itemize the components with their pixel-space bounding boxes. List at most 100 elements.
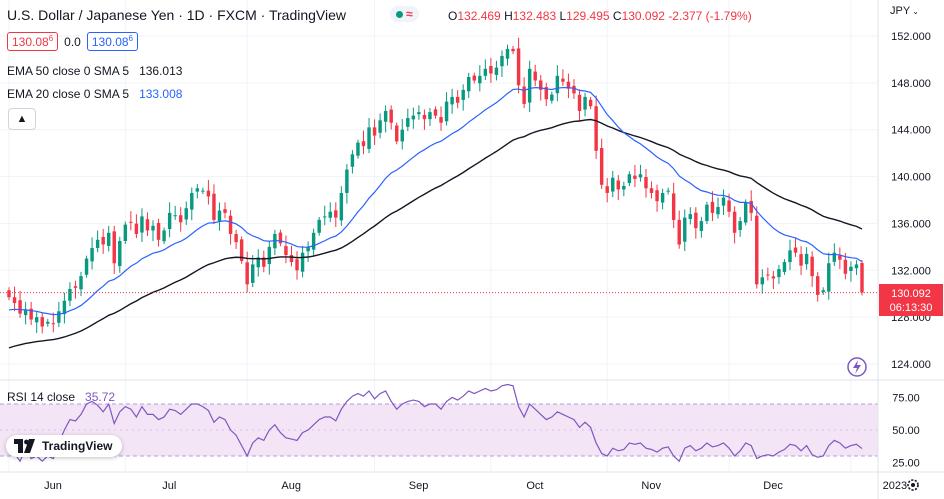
ema20-line (8, 86, 863, 316)
candle-body (511, 48, 515, 52)
candle-body (411, 115, 416, 120)
candle-body (278, 232, 283, 244)
candle-body (688, 214, 693, 219)
candle-body (793, 247, 798, 253)
candle-body (29, 308, 33, 320)
candle-body (838, 255, 842, 260)
candle-body (145, 219, 150, 231)
candle-body (201, 190, 205, 192)
candle-body (505, 48, 510, 59)
low-value: 129.495 (566, 9, 610, 23)
candle-body (777, 269, 781, 278)
candle-body (544, 87, 548, 100)
open-value: 132.469 (457, 9, 501, 23)
candle-body (18, 300, 22, 314)
ema20-legend-label: EMA 20 close 0 SMA 5 (7, 87, 130, 101)
candle-body (84, 258, 89, 275)
candle-body (433, 109, 438, 116)
price-axis[interactable]: 124.000128.000132.000136.000140.000144.0… (891, 31, 931, 371)
candle-body (810, 256, 814, 277)
candle-body (705, 204, 709, 222)
price-tick-label: 140.000 (891, 172, 931, 184)
candle-body (118, 241, 122, 267)
candle-body (23, 310, 28, 316)
price-tick-label: 152.000 (891, 31, 931, 43)
candle-body (295, 259, 299, 271)
candle-body (716, 207, 720, 215)
candle-body (605, 186, 609, 193)
candle-body (743, 202, 748, 223)
candle-body (95, 239, 100, 249)
bid-button[interactable]: 130.086 (7, 32, 59, 51)
candle-body (599, 147, 604, 185)
ema20-legend-value: 133.008 (139, 87, 183, 101)
time-tick-label: Dec (763, 480, 783, 492)
last-price-label: 130.092 06:13:30 (879, 284, 943, 316)
candle-body (561, 78, 565, 82)
symbol-title[interactable]: U.S. Dollar / Japanese Yen · 1D · FXCM ·… (7, 7, 347, 23)
grid (0, 0, 878, 472)
candle-body (843, 259, 848, 274)
candle-body (721, 197, 726, 206)
candle-body (644, 177, 648, 189)
tradingview-logo-text: TradingView (42, 439, 113, 453)
candle-body (178, 215, 183, 223)
candle-body (129, 221, 133, 223)
price-tick-label: 124.000 (891, 359, 931, 371)
time-tick-label: Nov (641, 480, 661, 492)
candle-body (367, 127, 371, 149)
candle-body (406, 118, 410, 127)
candle-body (566, 81, 571, 89)
candle-body (649, 188, 654, 193)
price-tick-label: 148.000 (891, 78, 931, 90)
candle-body (732, 211, 737, 233)
candle-body (583, 96, 587, 110)
rsi-legend[interactable]: RSI 14 close 35.72 (7, 390, 115, 404)
candle-body (666, 190, 670, 192)
ema50-legend[interactable]: EMA 50 close 0 SMA 5 136.013 (7, 64, 182, 78)
ohlc-readout: O132.469 H132.483 L129.495 C130.092 -2.3… (448, 9, 752, 23)
candle-body (68, 289, 72, 301)
rsi-tick-label: 25.00 (892, 458, 920, 470)
candle-body (527, 68, 532, 103)
flash-button[interactable] (847, 357, 867, 377)
candle-body (755, 215, 759, 285)
tradingview-logo[interactable]: TradingView (6, 435, 123, 457)
candle-body (284, 246, 288, 256)
ema50-legend-value: 136.013 (139, 64, 183, 78)
collapse-legend-button[interactable]: ▲ (8, 108, 36, 130)
candle-body (51, 323, 56, 325)
candle-body (494, 67, 499, 75)
candle-body (821, 290, 825, 293)
candle-body (594, 106, 598, 151)
candle-body (854, 264, 859, 269)
rsi-tick-label: 50.00 (892, 425, 920, 437)
currency-selector[interactable]: JPY ⌄ (890, 5, 919, 17)
candle-body (710, 201, 715, 213)
time-tick-label: Sep (409, 480, 429, 492)
candle-body (228, 215, 233, 234)
time-axis[interactable]: Jun Jul Aug Sep Oct Nov Dec 2023 (44, 480, 907, 492)
candle-body (162, 230, 166, 242)
ema50-legend-label: EMA 50 close 0 SMA 5 (7, 64, 130, 78)
candle-body (500, 55, 504, 67)
candle-body (106, 232, 111, 246)
candle-body (483, 68, 488, 76)
candle-body (372, 127, 377, 136)
live-status-pill[interactable]: ≈ (390, 6, 419, 22)
candle-body (184, 208, 188, 220)
candle-body (134, 223, 139, 234)
ema20-legend[interactable]: EMA 20 close 0 SMA 5 133.008 (7, 87, 182, 101)
tradingview-logo-icon (14, 439, 35, 453)
ask-pip: 6 (128, 34, 133, 43)
ask-button[interactable]: 130.086 (86, 32, 138, 51)
candle-body (422, 114, 427, 120)
candle-body (627, 174, 632, 184)
candle-body (250, 264, 255, 283)
close-value: 130.092 (621, 9, 665, 23)
rsi-axis[interactable]: 75.00 50.00 25.00 (892, 393, 920, 470)
candle-body (815, 276, 820, 295)
settings-button[interactable] (907, 479, 919, 491)
candle-body (389, 109, 393, 123)
